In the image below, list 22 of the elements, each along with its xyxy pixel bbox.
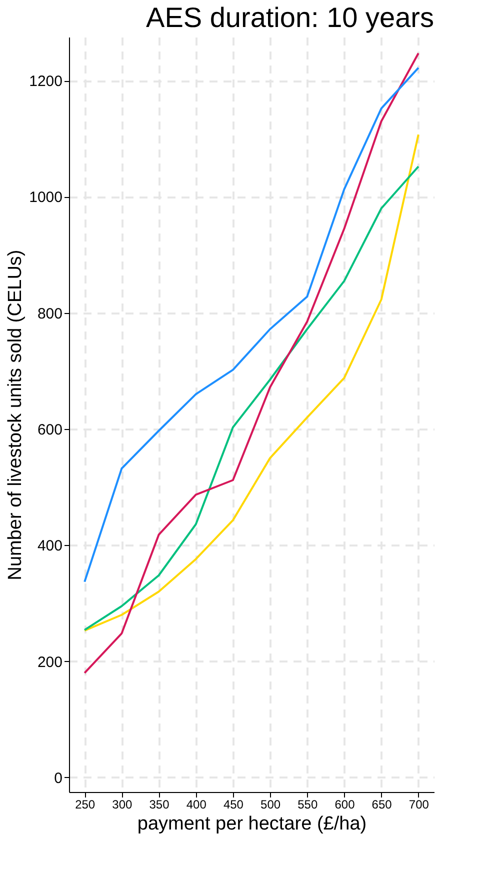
x-tick-label: 350 <box>149 798 170 812</box>
line-series <box>84 52 420 674</box>
x-tick-label: 700 <box>408 798 430 812</box>
y-axis-title: Number of livestock units sold (CELUs) <box>5 250 26 580</box>
y-tick-label: 0 <box>54 770 62 787</box>
y-tick-label: 1200 <box>29 73 62 90</box>
x-tick-label: 550 <box>298 798 318 812</box>
x-tick-label: 400 <box>186 798 207 812</box>
x-tick-label: 500 <box>260 798 281 812</box>
line-series <box>84 66 420 583</box>
x-tick-label: 300 <box>112 798 133 812</box>
y-tick-label: 200 <box>37 654 62 671</box>
y-tick-label: 1000 <box>29 189 62 206</box>
y-tick-label: 400 <box>37 538 62 555</box>
y-tick-label: 800 <box>37 305 62 322</box>
x-axis-title: payment per hectare (£/ha) <box>137 814 367 834</box>
y-tick-label: 600 <box>37 422 62 439</box>
x-tick-label: 250 <box>75 798 96 812</box>
x-tick-label: 450 <box>223 798 244 812</box>
chart-title: AES duration: 10 years <box>146 2 434 33</box>
x-tick-label: 600 <box>334 798 356 812</box>
x-tick-label: 650 <box>372 798 392 812</box>
